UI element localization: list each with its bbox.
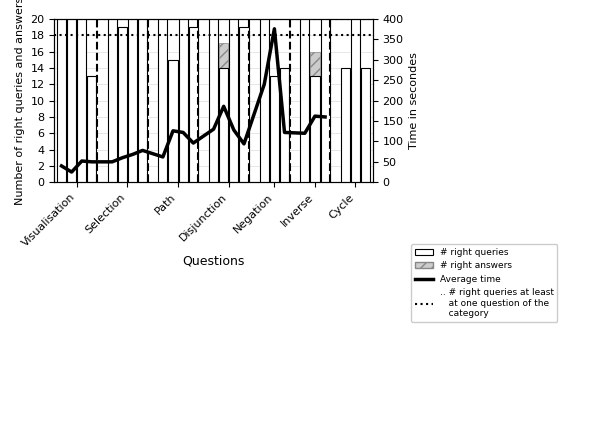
Bar xyxy=(138,19,147,182)
Bar xyxy=(270,76,279,182)
Bar xyxy=(260,19,269,182)
Bar xyxy=(239,27,249,182)
Bar xyxy=(168,68,177,182)
Bar xyxy=(310,52,319,182)
Bar xyxy=(239,60,249,182)
Bar xyxy=(320,19,330,182)
Bar xyxy=(229,19,239,182)
Bar xyxy=(361,101,370,182)
Bar xyxy=(219,68,229,182)
Bar xyxy=(280,76,289,182)
Bar xyxy=(57,19,66,182)
Bar xyxy=(118,27,127,182)
Y-axis label: Time in secondes: Time in secondes xyxy=(409,52,419,149)
Bar xyxy=(77,19,87,182)
Bar xyxy=(270,76,279,182)
Bar xyxy=(67,19,76,182)
Bar xyxy=(188,35,198,182)
Bar xyxy=(168,60,177,182)
Bar xyxy=(361,68,370,182)
Bar xyxy=(229,19,239,182)
X-axis label: Questions: Questions xyxy=(183,254,245,268)
Bar xyxy=(67,19,76,182)
Bar xyxy=(341,68,350,182)
Bar xyxy=(158,19,167,182)
Bar xyxy=(178,19,188,182)
Legend: # right queries, # right answers, Average time, .. # right queries at least
   a: # right queries, # right answers, Averag… xyxy=(411,244,557,322)
Bar xyxy=(77,19,87,182)
Bar xyxy=(108,19,117,182)
Bar xyxy=(300,19,309,182)
Bar xyxy=(310,76,319,182)
Bar xyxy=(138,19,147,182)
Bar xyxy=(209,19,218,182)
Bar xyxy=(280,68,289,182)
Bar xyxy=(87,76,97,182)
Bar xyxy=(351,19,360,182)
Bar xyxy=(351,92,360,182)
Bar xyxy=(219,43,229,182)
Bar xyxy=(209,19,218,182)
Bar xyxy=(178,19,188,182)
Bar xyxy=(341,76,350,182)
Bar xyxy=(87,101,97,182)
Bar xyxy=(128,19,137,182)
Bar xyxy=(158,19,167,182)
Bar xyxy=(128,19,137,182)
Bar xyxy=(300,19,309,182)
Bar xyxy=(108,19,117,182)
Bar xyxy=(320,19,330,182)
Y-axis label: Number of right queries and answers: Number of right queries and answers xyxy=(15,0,25,205)
Bar xyxy=(188,27,198,182)
Bar xyxy=(260,19,269,182)
Bar xyxy=(57,19,66,182)
Bar xyxy=(118,27,127,182)
